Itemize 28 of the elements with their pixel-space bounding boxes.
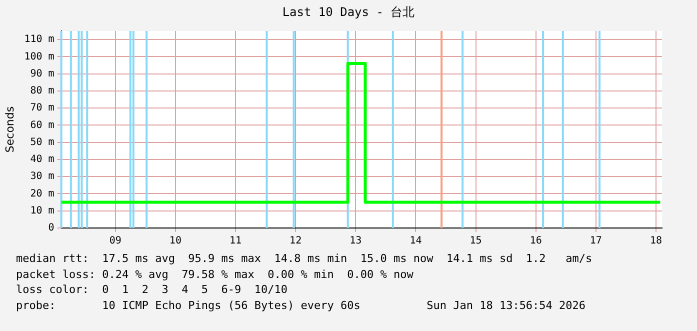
- y-tick-label: 0: [48, 222, 54, 234]
- y-tick-label: 50 m: [30, 136, 54, 148]
- y-tick-label: 90 m: [30, 68, 54, 80]
- y-tick-label: 70 m: [30, 102, 54, 114]
- y-tick-label: 20 m: [30, 188, 54, 200]
- y-tick-label: 60 m: [30, 120, 54, 131]
- x-tick-label: 13: [350, 236, 362, 247]
- text: packet loss: 0.24 % avg 79.58 % max 0.00 % min 0.00 % now: [16, 266, 414, 282]
- y-tick-label: 30 m: [30, 171, 54, 182]
- y-axis-title: Seconds: [3, 106, 16, 153]
- x-tick-label: 11: [229, 236, 242, 247]
- chart-title: Last 10 Days - 台北: [281, 4, 416, 21]
- y-tick-label: 100 m: [24, 51, 54, 62]
- x-tick-label: 18: [650, 236, 662, 247]
- x-tick-label: 14: [410, 236, 422, 247]
- text: loss color: 0 1 2 3 4 5 6-9 10/10: [16, 282, 289, 298]
- x-tick-label: 10: [169, 236, 182, 247]
- x-tick-label: 17: [590, 236, 602, 247]
- y-tick-label: 110 m: [24, 34, 54, 46]
- x-tick-label: 12: [290, 236, 302, 247]
- y-tick-label: 80 m: [30, 86, 54, 97]
- text: median rtt: 17.5 ms avg 95.9 ms max 14.8 ms min 15.0 ms now 14.1 ms sd 1.2 am/s: [16, 251, 592, 266]
- text: probe: 10 ICMP Echo Pings (56 Bytes) every 60s Sun Jan 18 13:56:54 2026: [16, 298, 587, 313]
- x-tick-label: 09: [109, 236, 122, 247]
- x-tick-label: 15: [470, 236, 482, 247]
- y-tick-label: 40 m: [30, 154, 54, 166]
- x-tick-label: 16: [530, 236, 542, 247]
- y-tick-label: 10 m: [30, 205, 54, 216]
